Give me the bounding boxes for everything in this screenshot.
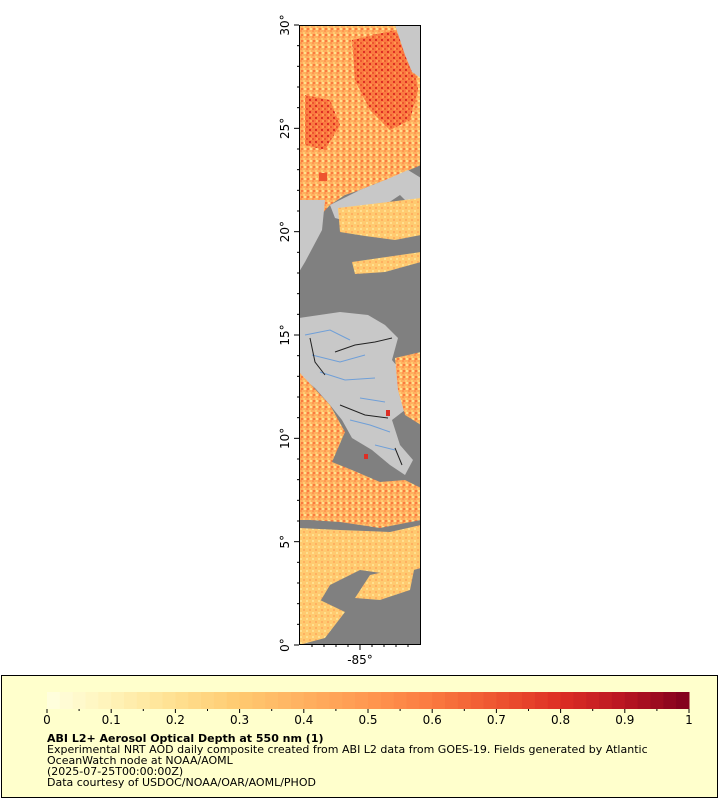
aod-field-southwest bbox=[299, 600, 345, 645]
map-plot-area bbox=[299, 25, 421, 645]
y-axis-label: 15° bbox=[278, 324, 292, 345]
y-axis: 0° 5° 10° 15° 20° 25° 30° bbox=[278, 14, 299, 652]
aod-hotspot bbox=[364, 454, 368, 459]
x-axis: -85° bbox=[311, 645, 409, 667]
legend-timestamp: (2025-07-25T00:00:00Z) bbox=[47, 765, 184, 778]
border-lines bbox=[309, 337, 403, 466]
y-axis-label: 20° bbox=[278, 221, 292, 242]
aod-field-south bbox=[299, 372, 421, 528]
aod-streaks-mid bbox=[352, 252, 421, 274]
aod-field-east-caribbean bbox=[395, 352, 421, 425]
aod-high-patch-west bbox=[305, 95, 340, 150]
land-north-coast bbox=[395, 25, 421, 78]
aod-field-deep-south bbox=[299, 525, 421, 615]
aod-field-mid bbox=[338, 198, 421, 240]
land-yucatan-west bbox=[299, 200, 325, 272]
legend-description-line-2: OceanWatch node at NOAA/AOML bbox=[47, 754, 233, 767]
aod-high-patch-north bbox=[352, 30, 418, 130]
x-axis-label: -85° bbox=[347, 653, 373, 667]
y-axis-label: 0° bbox=[278, 638, 292, 652]
y-axis-label: 30° bbox=[278, 14, 292, 35]
y-axis-label: 25° bbox=[278, 118, 292, 139]
aod-speckles-south bbox=[355, 565, 415, 600]
land-central-america bbox=[299, 312, 413, 475]
legend-description-line-1: Experimental NRT AOD daily composite cre… bbox=[47, 743, 648, 756]
aod-hotspot bbox=[319, 173, 327, 181]
legend-title: ABI L2+ Aerosol Optical Depth at 550 nm … bbox=[47, 732, 324, 745]
river-lines bbox=[304, 329, 396, 451]
aod-hotspot bbox=[386, 410, 390, 416]
legend-data-credit: Data courtesy of USDOC/NOAA/OAR/AOML/PHO… bbox=[47, 776, 316, 789]
map-frame bbox=[299, 25, 421, 645]
y-axis-label: 5° bbox=[278, 535, 292, 549]
y-axis-label: 10° bbox=[278, 428, 292, 449]
